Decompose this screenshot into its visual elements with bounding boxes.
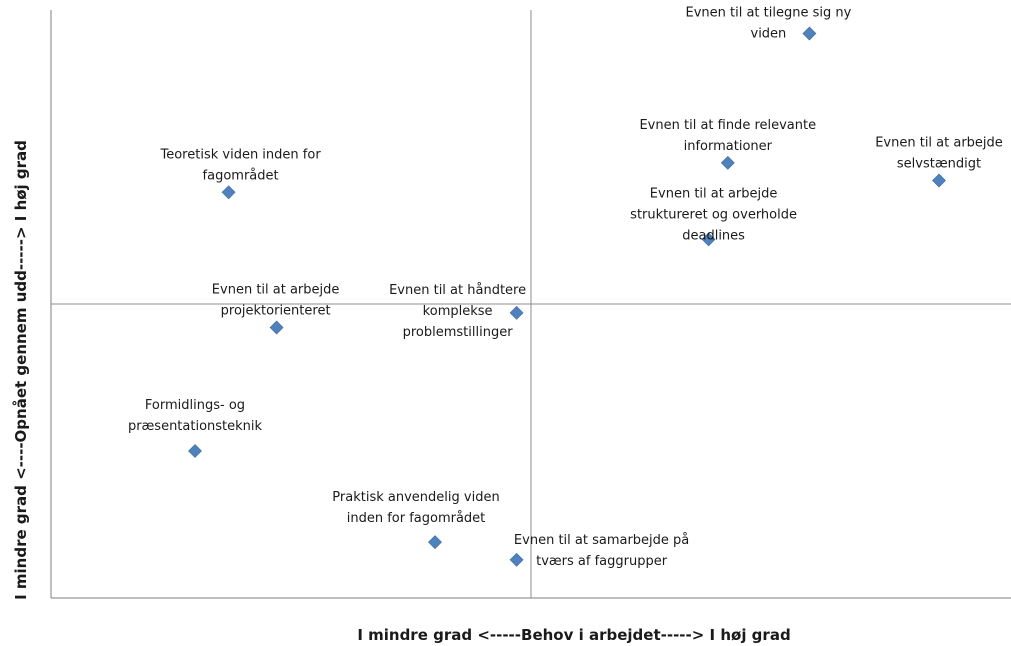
- point-label-line: viden: [751, 27, 787, 42]
- point-label-line: Praktisk anvendelig viden: [332, 490, 499, 505]
- point-label-line: Evnen til at arbejde: [212, 283, 340, 298]
- data-point-marker: [221, 185, 236, 200]
- data-point-marker: [701, 232, 716, 247]
- point-label-line: Formidlings- og: [145, 398, 245, 413]
- point-label-line: struktureret og overholde: [630, 207, 797, 222]
- data-points: [188, 26, 946, 567]
- point-label-line: Evnen til at håndtere: [389, 283, 526, 298]
- point-label: Praktisk anvendelig viden inden for fagom…: [332, 490, 499, 526]
- x-axis-title: I mindre grad <-----Behov i arbejdet----…: [357, 626, 790, 644]
- point-label: Evnen til at samarbejde på tværs af faggr…: [514, 533, 689, 569]
- point-label-line: problemstillinger: [403, 325, 514, 340]
- point-label-line: Evnen til at arbejde: [650, 186, 778, 201]
- point-label: Teoretisk viden inden for fagområdet: [160, 147, 322, 183]
- point-label-line: Evnen til at tilegne sig ny: [685, 6, 851, 21]
- point-label: Evnen til at håndtere komplekse problemsti…: [389, 283, 526, 340]
- point-label: Evnen til at tilegne sig ny viden: [685, 6, 851, 42]
- point-label: Evnen til at arbejde selvstændigt: [875, 136, 1003, 172]
- data-point-marker: [802, 26, 817, 41]
- point-label-line: præsentationsteknik: [128, 419, 263, 434]
- point-label-line: selvstændigt: [897, 157, 981, 172]
- point-label: Evnen til at arbejde projektorienteret: [212, 283, 340, 319]
- data-point-marker: [932, 173, 946, 188]
- point-label-line: informationer: [684, 139, 773, 154]
- data-point-marker: [720, 155, 735, 170]
- point-label: Evnen til at finde relevante informatione…: [639, 118, 816, 154]
- data-point-marker: [509, 552, 524, 567]
- y-axis-title: I mindre grad <----Opnået gennem udd----…: [12, 140, 30, 600]
- point-label-line: projektorienteret: [221, 304, 331, 319]
- data-point-marker: [188, 444, 202, 458]
- point-label-line: deadlines: [682, 228, 745, 243]
- point-label: Evnen til at arbejde struktureret og over…: [630, 186, 797, 243]
- point-label-line: tværs af faggrupper: [536, 554, 668, 569]
- data-point-marker: [428, 535, 442, 550]
- data-point-marker: [509, 305, 524, 320]
- point-label-line: Evnen til at samarbejde på: [514, 533, 689, 548]
- point-label: Formidlings- og præsentationsteknik: [128, 398, 263, 434]
- point-label-line: Evnen til at finde relevante: [639, 118, 816, 133]
- point-label-line: fagområdet: [203, 168, 279, 183]
- point-label-line: inden for fagområdet: [347, 511, 486, 526]
- point-label-line: komplekse: [423, 304, 493, 319]
- point-label-line: Teoretisk viden inden for: [160, 147, 322, 162]
- data-point-marker: [269, 320, 284, 335]
- point-label-line: Evnen til at arbejde: [875, 136, 1003, 151]
- quadrant-lines: [51, 10, 1011, 598]
